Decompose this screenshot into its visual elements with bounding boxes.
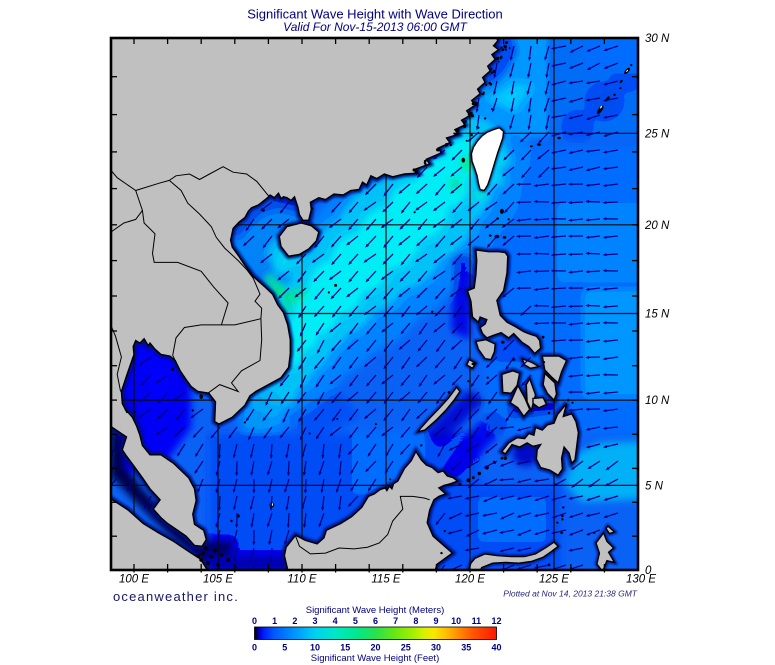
svg-text:Plotted at Nov 14, 2013 21:38: Plotted at Nov 14, 2013 21:38 GMT xyxy=(503,589,638,599)
svg-text:Valid For Nov-15-2013 06:00 GM: Valid For Nov-15-2013 06:00 GMT xyxy=(283,20,468,34)
svg-text:Significant Wave Height (Meter: Significant Wave Height (Meters) xyxy=(306,605,445,616)
svg-text:Significant Wave Height (Feet): Significant Wave Height (Feet) xyxy=(311,653,439,664)
svg-text:15: 15 xyxy=(340,643,350,653)
svg-text:10: 10 xyxy=(451,616,461,626)
svg-text:30: 30 xyxy=(431,643,441,653)
svg-text:9: 9 xyxy=(433,616,438,626)
svg-text:5: 5 xyxy=(282,643,287,653)
svg-text:5: 5 xyxy=(353,616,358,626)
svg-text:2: 2 xyxy=(292,616,297,626)
svg-text:8: 8 xyxy=(413,616,418,626)
svg-text:3: 3 xyxy=(312,616,317,626)
svg-text:oceanweather inc.: oceanweather inc. xyxy=(113,589,239,604)
svg-text:30 N: 30 N xyxy=(645,33,670,45)
svg-text:100 E: 100 E xyxy=(119,574,149,586)
svg-text:Significant Wave Height with W: Significant Wave Height with Wave Direct… xyxy=(247,7,503,22)
svg-text:4: 4 xyxy=(333,616,338,626)
svg-text:1: 1 xyxy=(272,616,277,626)
svg-text:25 N: 25 N xyxy=(644,128,670,140)
svg-text:115 E: 115 E xyxy=(371,574,401,586)
svg-text:20 N: 20 N xyxy=(644,220,670,232)
svg-text:7: 7 xyxy=(393,616,398,626)
svg-text:0: 0 xyxy=(252,643,257,653)
svg-text:10: 10 xyxy=(310,643,320,653)
svg-text:20: 20 xyxy=(370,643,380,653)
svg-text:11: 11 xyxy=(472,616,482,626)
svg-text:25: 25 xyxy=(401,643,411,653)
svg-text:130 E: 130 E xyxy=(626,574,656,586)
svg-text:12: 12 xyxy=(491,616,501,626)
svg-text:105 E: 105 E xyxy=(203,574,233,586)
svg-text:40: 40 xyxy=(491,643,501,653)
svg-text:35: 35 xyxy=(461,643,471,653)
svg-text:110 E: 110 E xyxy=(287,574,317,586)
svg-text:0: 0 xyxy=(252,616,257,626)
svg-text:0: 0 xyxy=(645,565,652,577)
svg-text:125 E: 125 E xyxy=(539,574,569,586)
svg-text:6: 6 xyxy=(373,616,378,626)
svg-text:5 N: 5 N xyxy=(645,480,664,492)
svg-text:10 N: 10 N xyxy=(645,395,670,407)
svg-text:120 E: 120 E xyxy=(455,574,485,586)
svg-text:15 N: 15 N xyxy=(645,309,670,321)
